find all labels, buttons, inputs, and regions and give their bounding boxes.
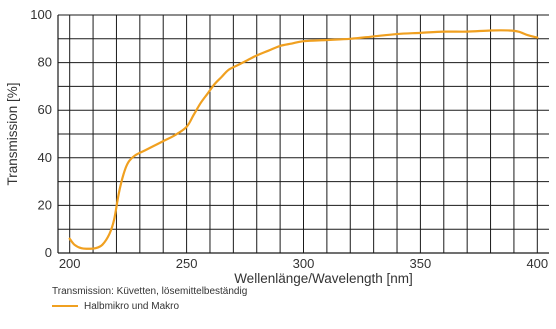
legend-swatch [52, 305, 78, 307]
x-tick-label-350: 350 [410, 256, 432, 271]
x-tick-label-300: 300 [293, 256, 315, 271]
series-line-0 [68, 29, 539, 250]
series-layer [68, 29, 539, 250]
x-tick-labels: 200 250 300 350 400 [59, 256, 548, 271]
y-tick-labels: 0 20 40 60 80 100 [30, 7, 52, 260]
transmission-chart: 200 250 300 350 400 0 20 40 60 80 100 Wellenlänge… [5, 7, 549, 286]
y-tick-label-80: 80 [38, 55, 52, 70]
x-tick-label-200: 200 [59, 256, 81, 271]
x-tick-label-250: 250 [176, 256, 198, 271]
y-axis-label: Transmission [%] [5, 82, 20, 185]
x-axis-label: Wellenlänge/Wavelength [nm] [234, 271, 413, 286]
horizontal-gridlines [57, 14, 549, 254]
y-tick-label-0: 0 [45, 245, 52, 260]
y-tick-label-60: 60 [38, 102, 52, 117]
legend-label: Halbmikro und Makro [84, 300, 180, 312]
y-tick-label-20: 20 [38, 197, 52, 212]
chart-note: Transmission: Küvetten, lösemittelbestän… [52, 286, 248, 297]
y-tick-label-40: 40 [38, 150, 52, 165]
x-tick-label-400: 400 [526, 256, 548, 271]
y-tick-label-100: 100 [30, 7, 52, 22]
legend: Halbmikro und Makro [52, 299, 179, 313]
